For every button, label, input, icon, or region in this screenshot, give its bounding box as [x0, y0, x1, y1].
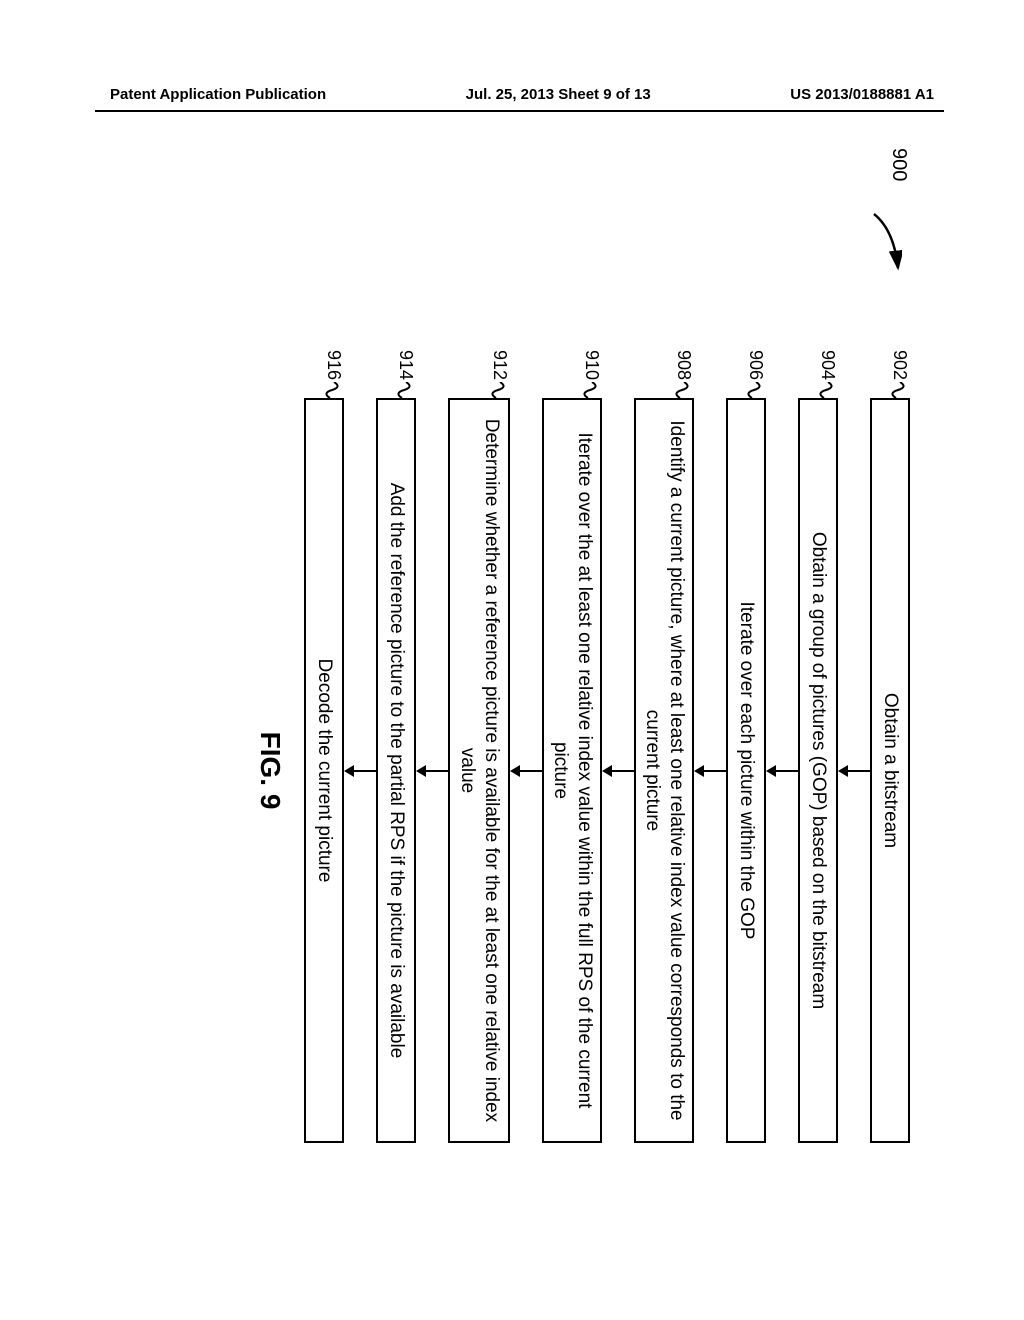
flow-step: 902Obtain a bitstream	[870, 398, 910, 1168]
figure-9: 900 902Obtain a bitstream904Obtain a gro…	[120, 148, 910, 1228]
flowchart: 902Obtain a bitstream 904Obtain a group o…	[304, 398, 910, 1168]
step-ref-number: 904	[817, 328, 838, 380]
brace-icon	[484, 382, 506, 398]
flow-box: Iterate over the at least one relative i…	[542, 398, 602, 1143]
arrow-down-icon	[510, 761, 542, 781]
flow-step: 916Decode the current picture	[304, 398, 344, 1168]
flow-box: Identify a current picture, where at lea…	[634, 398, 694, 1143]
arrow-down-icon	[694, 761, 726, 781]
flow-box: Obtain a bitstream	[870, 398, 910, 1143]
arrow-down-icon	[766, 761, 798, 781]
curved-arrow-icon	[852, 210, 902, 290]
flow-step: 906Iterate over each picture within the …	[726, 398, 766, 1168]
flow-box: Add the reference picture to the partial…	[376, 398, 416, 1143]
flow-arrow	[602, 398, 634, 1143]
page-header: Patent Application Publication Jul. 25, …	[0, 86, 1024, 103]
header-left: Patent Application Publication	[110, 86, 326, 103]
flow-box: Iterate over each picture within the GOP	[726, 398, 766, 1143]
brace-icon	[390, 382, 412, 398]
flow-box: Decode the current picture	[304, 398, 344, 1143]
flow-step: 908Identify a current picture, where at …	[634, 398, 694, 1168]
flow-box: Determine whether a reference picture is…	[448, 398, 510, 1143]
flow-arrow	[766, 398, 798, 1143]
brace-icon	[884, 382, 906, 398]
brace-icon	[318, 382, 340, 398]
step-ref-number: 902	[889, 328, 910, 380]
header-center: Jul. 25, 2013 Sheet 9 of 13	[466, 86, 651, 103]
flow-arrow	[838, 398, 870, 1143]
brace-icon	[576, 382, 598, 398]
arrow-down-icon	[416, 761, 448, 781]
brace-icon	[812, 382, 834, 398]
arrow-down-icon	[344, 761, 376, 781]
flow-step: 914Add the reference picture to the part…	[376, 398, 416, 1168]
arrow-down-icon	[602, 761, 634, 781]
flow-step: 910Iterate over the at least one relativ…	[542, 398, 602, 1168]
step-ref-number: 908	[673, 328, 694, 380]
flow-arrow	[694, 398, 726, 1143]
flow-arrow	[416, 398, 448, 1143]
step-ref-number: 906	[745, 328, 766, 380]
flow-step: 912Determine whether a reference picture…	[448, 398, 510, 1168]
flow-box: Obtain a group of pictures (GOP) based o…	[798, 398, 838, 1143]
header-right: US 2013/0188881 A1	[790, 86, 934, 103]
figure-title: FIG. 9	[254, 398, 286, 1143]
brace-icon	[668, 382, 690, 398]
step-ref-number: 910	[581, 328, 602, 380]
brace-icon	[740, 382, 762, 398]
flow-step: 904Obtain a group of pictures (GOP) base…	[798, 398, 838, 1168]
step-ref-number: 914	[395, 328, 416, 380]
arrow-down-icon	[838, 761, 870, 781]
step-ref-number: 912	[489, 328, 510, 380]
flow-arrow	[344, 398, 376, 1143]
flow-arrow	[510, 398, 542, 1143]
figure-overall-ref: 900	[887, 148, 910, 181]
step-ref-number: 916	[323, 328, 344, 380]
header-rule	[95, 110, 944, 112]
